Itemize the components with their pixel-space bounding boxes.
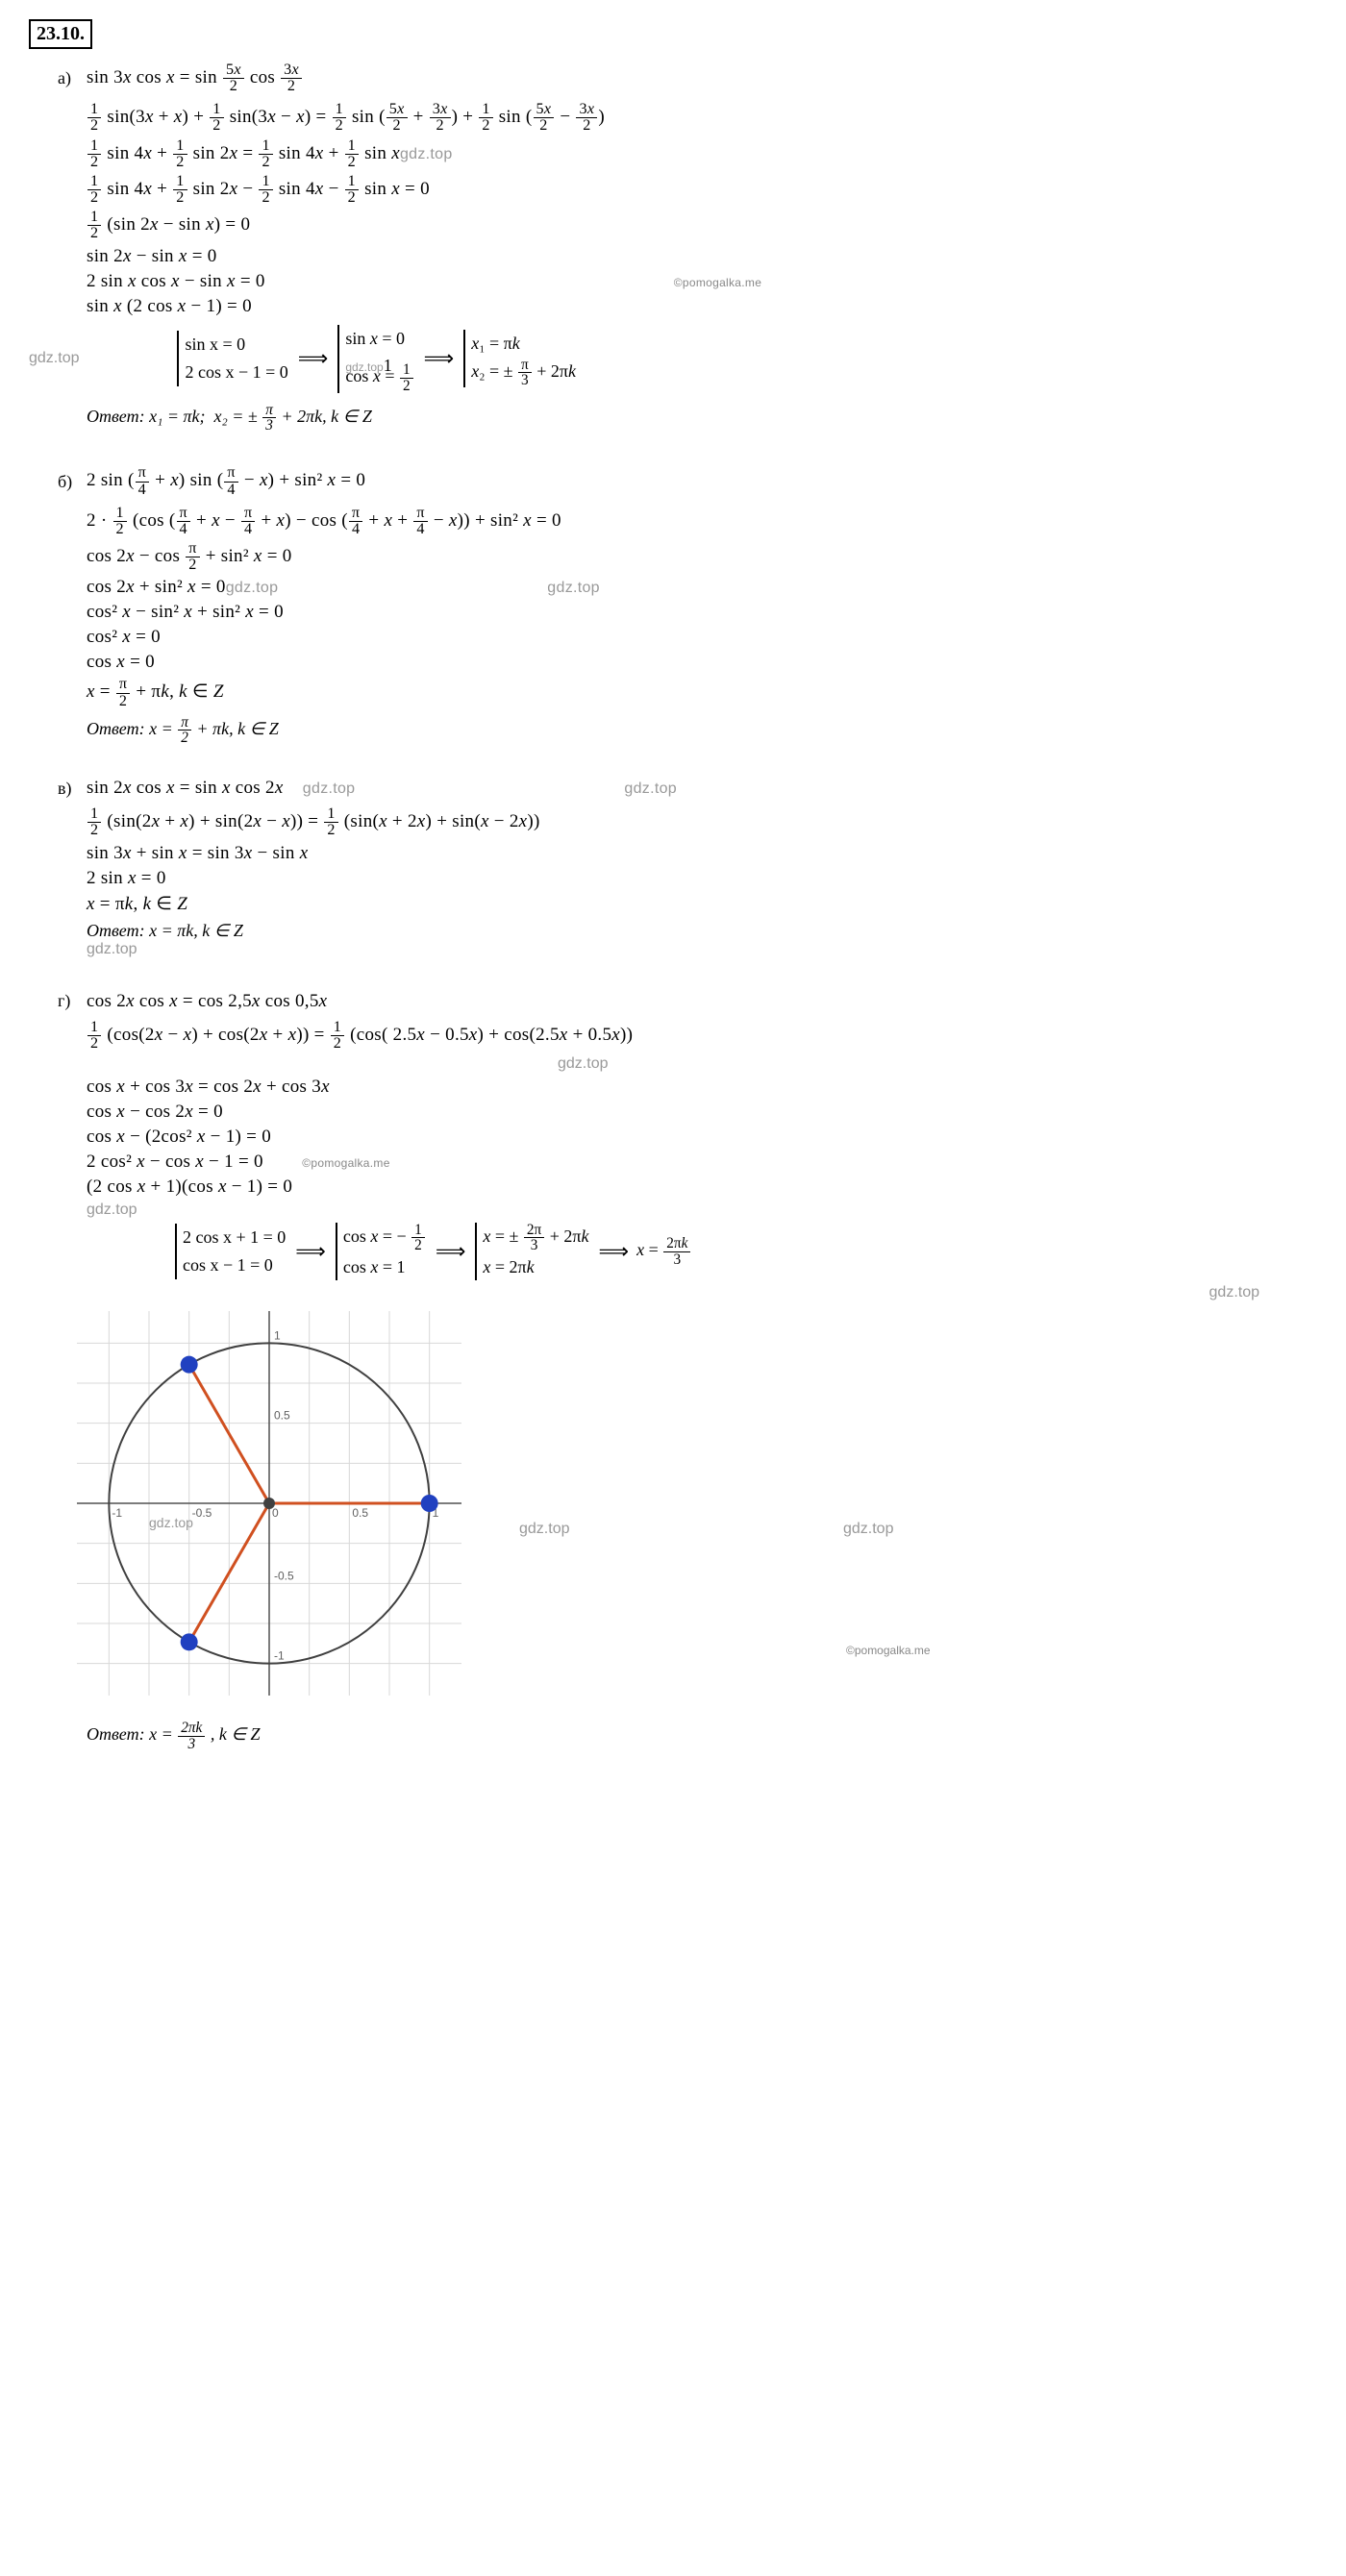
- problem-number: 23.10.: [29, 19, 92, 49]
- part-label-a: а): [58, 68, 87, 88]
- page-content: 23.10. а) sin 3x cos x = sin 5x2 cos 3x2…: [29, 19, 1317, 1751]
- math-line: x = π2 + πk, k ∈ Z: [87, 677, 1317, 708]
- math-line: 12 (sin 2x − sin x) = 0: [87, 210, 1317, 241]
- math-line: 12 sin 4x + 12 sin 2x − 12 sin 4x − 12 s…: [87, 174, 1317, 206]
- math-line: 12 sin(3x + x) + 12 sin(3x − x) = 12 sin…: [87, 102, 1317, 134]
- math-line: 12 (sin(2x + x) + sin(2x − x)) = 12 (sin…: [87, 806, 1317, 838]
- answer-g: Ответ: x = 2πk3 , k ∈ Z: [87, 1721, 1317, 1751]
- watermark-gdz: gdz.top: [558, 1055, 1317, 1073]
- math-line: 12 sin 4x + 12 sin 2x = 12 sin 4x + 12 s…: [87, 138, 1317, 170]
- svg-text:-0.5: -0.5: [274, 1570, 294, 1583]
- system-bracket: cos x = − 12 cos x = 1: [336, 1223, 426, 1280]
- system-bracket: sin x = 0 2 cos x − 1 = 0: [177, 331, 287, 386]
- svg-text:-1: -1: [274, 1649, 285, 1663]
- system-bracket: sin x = 0 gdz.top1 cos x = 12: [337, 325, 413, 393]
- implies-arrow: ⟹: [424, 346, 455, 371]
- svg-text:gdz.top: gdz.top: [149, 1515, 193, 1530]
- answer-v: Ответ: x = πk, k ∈ Z: [87, 921, 1317, 941]
- math-line: sin 3x + sin x = sin 3x − sin x: [87, 843, 1317, 864]
- math-line: sin 2x − sin x = 0: [87, 246, 1317, 267]
- system-bracket: x₁ = πk x₂ = ± π3 + 2πk: [463, 330, 576, 387]
- svg-text:0.5: 0.5: [352, 1506, 368, 1520]
- part-b: б) 2 sin (π4 + x) sin (π4 − x) + sin² x …: [58, 461, 1317, 745]
- watermark-gdz: gdz.top: [400, 146, 453, 162]
- math-line: 12 (cos(2x − x) + cos(2x + x)) = 12 (cos…: [87, 1020, 1317, 1052]
- math-line: 2 · 12 (cos (π4 + x − π4 + x) − cos (π4 …: [87, 506, 1317, 537]
- watermark-gdz: gdz.top: [29, 350, 79, 367]
- watermark-gdz: gdz.top: [87, 941, 1317, 958]
- math-line: cos² x = 0: [87, 627, 1317, 648]
- svg-text:-0.5: -0.5: [192, 1506, 212, 1520]
- svg-text:1: 1: [274, 1329, 281, 1343]
- math-line: 2 sin x = 0: [87, 868, 1317, 889]
- watermark-gdz: gdz.top: [87, 1201, 1317, 1219]
- part-label-v: в): [58, 779, 87, 799]
- part-g: г) cos 2x cos x = cos 2,5x cos 0,5x 12 (…: [58, 987, 1317, 1751]
- math-line: 2 cos² x − cos x − 1 = 0 ©pomogalka.me: [87, 1152, 1317, 1173]
- watermark-gdz: gdz.top: [58, 1284, 1317, 1301]
- unit-circle-chart: -1-0.500.51-1-0.50.51gdz.top: [77, 1311, 1317, 1700]
- math-line: sin x (2 cos x − 1) = 0: [87, 296, 1317, 317]
- math-line: cos 2x + sin² x = 0gdz.topgdz.top: [87, 577, 1317, 598]
- part-label-b: б): [58, 472, 87, 492]
- math-line: cos 2x − cos π2 + sin² x = 0: [87, 541, 1317, 573]
- math-line: cos x − (2cos² x − 1) = 0: [87, 1127, 1317, 1148]
- math-line: 2 sin x cos x − sin x = 0 ©pomogalka.me: [87, 271, 1317, 292]
- svg-text:-1: -1: [112, 1506, 122, 1520]
- math-line: x = πk, k ∈ Z: [87, 893, 1317, 915]
- implies-arrow: ⟹: [599, 1239, 630, 1264]
- math-line: (2 cos x + 1)(cos x − 1) = 0: [87, 1177, 1317, 1198]
- math-line: sin 3x cos x = sin 5x2 cos 3x2: [87, 62, 303, 94]
- svg-text:0: 0: [272, 1506, 279, 1520]
- watermark-pom: ©pomogalka.me: [674, 276, 761, 289]
- implies-arrow: ⟹: [436, 1239, 466, 1264]
- part-a: а) sin 3x cos x = sin 5x2 cos 3x2 12 sin…: [58, 59, 1317, 433]
- unit-circle-svg: -1-0.500.51-1-0.50.51gdz.top: [77, 1311, 461, 1696]
- answer-b: Ответ: x = π2 + πk, k ∈ Z: [87, 715, 1317, 746]
- part-label-g: г): [58, 991, 87, 1011]
- system-bracket: 2 cos x + 1 = 0 cos x − 1 = 0: [175, 1224, 286, 1279]
- math-line: cos x − cos 2x = 0: [87, 1102, 1317, 1123]
- math-line: cos x = 0: [87, 652, 1317, 673]
- answer-a: Ответ: x₁ = πk; x₂ = ± π3 + 2πk, k ∈ Z: [87, 403, 1317, 433]
- implies-arrow: ⟹: [295, 1239, 326, 1264]
- part-v: в) sin 2x cos x = sin x cos 2x gdz.topgd…: [58, 774, 1317, 957]
- math-line: cos² x − sin² x + sin² x = 0: [87, 602, 1317, 623]
- system-bracket: x = ± 2π3 + 2πk x = 2πk: [475, 1223, 588, 1280]
- svg-text:0.5: 0.5: [274, 1409, 290, 1423]
- math-line: cos x + cos 3x = cos 2x + cos 3x: [87, 1077, 1317, 1098]
- implies-arrow: ⟹: [298, 346, 329, 371]
